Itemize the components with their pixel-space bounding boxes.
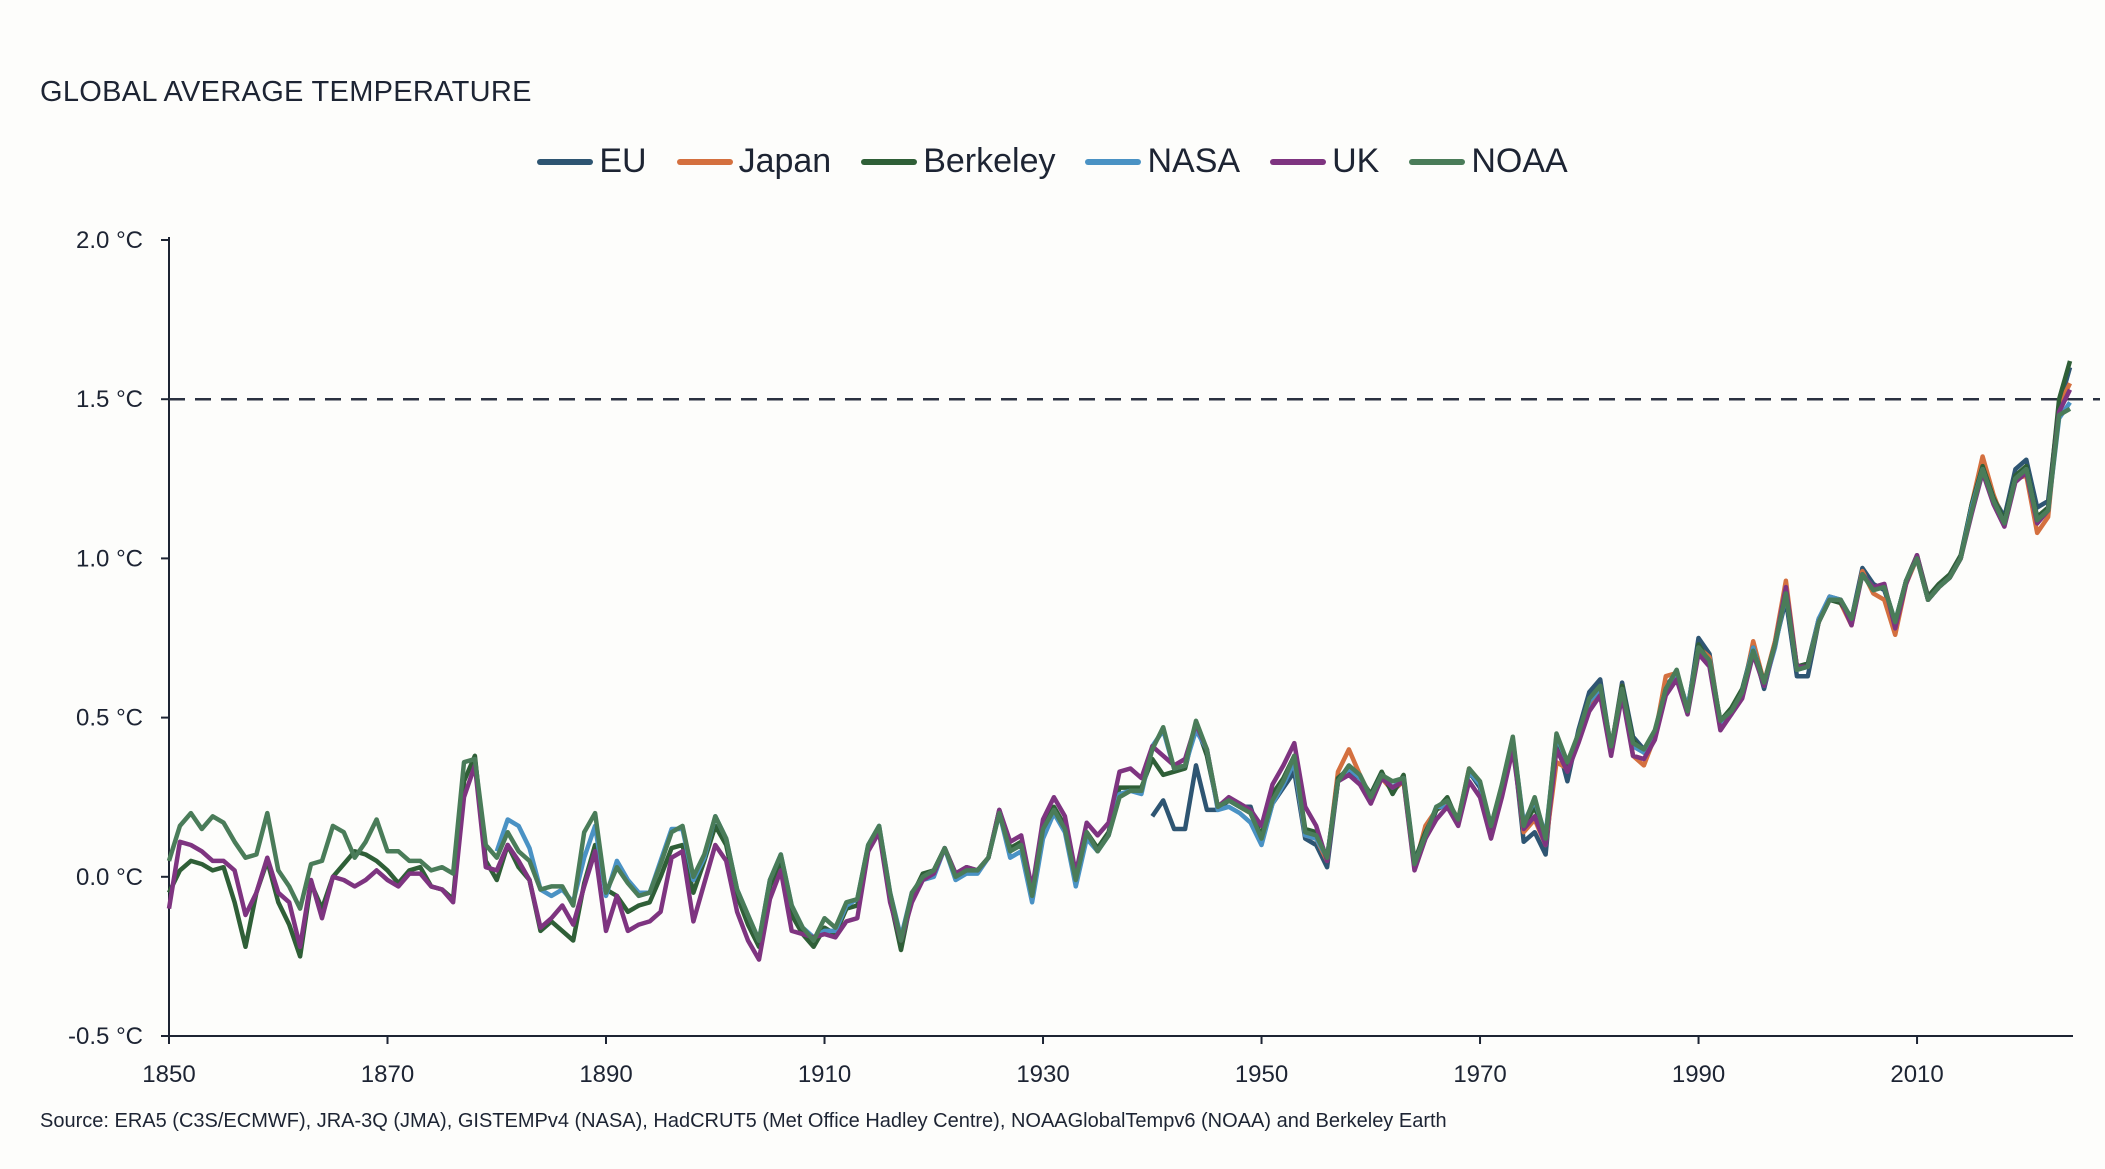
legend-item-eu: EU (537, 142, 647, 181)
y-tick-label: 1.5 °C (76, 386, 143, 413)
legend-swatch-noaa (1409, 158, 1466, 165)
y-tick-label: 1.0 °C (76, 545, 143, 572)
legend-label-berkeley: Berkeley (923, 142, 1056, 180)
legend-swatch-berkeley (861, 158, 918, 165)
legend-swatch-japan (676, 158, 733, 165)
legend-swatch-uk (1270, 158, 1327, 165)
legend-label-noaa: NOAA (1471, 142, 1568, 180)
legend-item-uk: UK (1270, 142, 1379, 181)
legend: EU Japan Berkeley NASA UK NOAA (0, 142, 2105, 181)
y-tick-label: -0.5 °C (68, 1023, 143, 1050)
x-tick-label: 1990 (1672, 1061, 1725, 1088)
series-line-eu (1150, 366, 2073, 870)
legend-label-japan: Japan (738, 142, 832, 180)
x-tick-label: 1950 (1235, 1061, 1288, 1088)
x-tick-label: 1970 (1453, 1061, 1506, 1088)
x-tick-label: 1910 (798, 1061, 851, 1088)
series-line-noaa (166, 406, 2072, 943)
source-note: Source: ERA5 (C3S/ECMWF), JRA-3Q (JMA), … (40, 1110, 1447, 1132)
y-tick-label: 2.0 °C (76, 227, 143, 254)
x-tick-label: 1890 (579, 1061, 632, 1088)
legend-item-noaa: NOAA (1409, 142, 1568, 181)
legend-label-eu: EU (599, 142, 647, 180)
x-tick-label: 1850 (142, 1061, 195, 1088)
legend-swatch-eu (537, 158, 594, 165)
y-tick-label: 0.5 °C (76, 705, 143, 732)
y-tick-label: 0.0 °C (76, 864, 143, 891)
x-tick-label: 1930 (1016, 1061, 1069, 1088)
legend-item-nasa: NASA (1085, 142, 1240, 181)
legend-item-japan: Japan (676, 142, 832, 181)
legend-item-berkeley: Berkeley (861, 142, 1055, 181)
legend-swatch-nasa (1085, 158, 1142, 165)
x-tick-label: 2010 (1890, 1061, 1943, 1088)
legend-label-nasa: NASA (1147, 142, 1241, 180)
x-tick-label: 1870 (361, 1061, 414, 1088)
chart-title: GLOBAL AVERAGE TEMPERATURE (40, 76, 532, 108)
legend-label-uk: UK (1332, 142, 1380, 180)
